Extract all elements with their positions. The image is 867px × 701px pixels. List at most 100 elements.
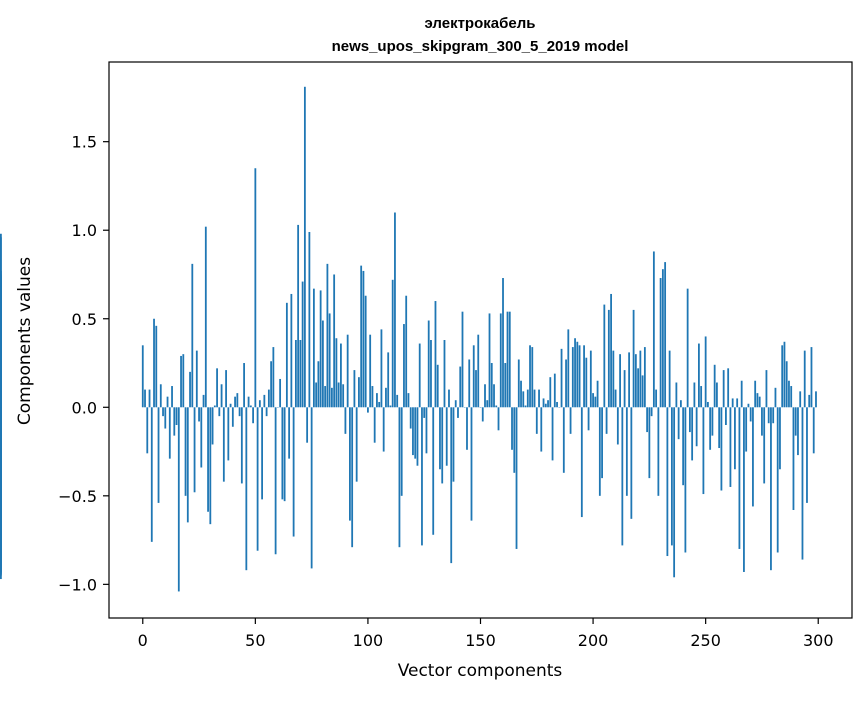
bar (743, 407, 745, 572)
bar (775, 388, 777, 407)
bar (786, 361, 788, 407)
bar (457, 407, 459, 418)
bar (545, 404, 547, 408)
bar (511, 407, 513, 450)
bar (403, 324, 405, 407)
bar (766, 370, 768, 407)
bar (279, 379, 281, 407)
bar (567, 329, 569, 407)
bar (162, 407, 164, 416)
bar (446, 407, 448, 465)
bar (160, 384, 162, 407)
bar (536, 407, 538, 434)
bar (171, 386, 173, 407)
bar (432, 407, 434, 534)
bar (797, 407, 799, 455)
bar (727, 368, 729, 407)
bar (813, 407, 815, 453)
bar (770, 407, 772, 570)
x-tick-label: 200 (578, 631, 609, 650)
bar (408, 393, 410, 407)
bar (396, 395, 398, 407)
bar (369, 335, 371, 408)
bar (351, 407, 353, 547)
bar (754, 381, 756, 408)
bar (363, 271, 365, 407)
bar (374, 407, 376, 442)
bar (579, 345, 581, 407)
bar (198, 407, 200, 421)
bar (653, 251, 655, 407)
bar (527, 390, 529, 408)
bar (383, 407, 385, 451)
bar (725, 407, 727, 425)
bar (266, 407, 268, 416)
y-tick-label: 1.0 (72, 221, 97, 240)
bar (290, 294, 292, 407)
bar (387, 352, 389, 407)
bar (689, 407, 691, 432)
bar (268, 390, 270, 408)
bar (518, 359, 520, 407)
bar (173, 407, 175, 435)
bar (534, 390, 536, 408)
y-tick-label: −0.5 (58, 487, 97, 506)
bar (529, 345, 531, 407)
bar (252, 407, 254, 423)
bar (263, 395, 265, 407)
bar (225, 370, 227, 407)
bar (781, 345, 783, 407)
bar (507, 312, 509, 408)
bar (345, 407, 347, 434)
bar (329, 313, 331, 407)
bar (489, 313, 491, 407)
bar (448, 390, 450, 408)
bar (802, 407, 804, 559)
bar (315, 383, 317, 408)
bar (642, 375, 644, 407)
bar (200, 407, 202, 467)
bar (525, 406, 527, 408)
bar (468, 359, 470, 407)
bar (707, 402, 709, 407)
bar (322, 321, 324, 408)
bar (178, 407, 180, 591)
bar (772, 407, 774, 423)
bar (306, 407, 308, 442)
bar (209, 407, 211, 524)
bar (547, 400, 549, 407)
bar (498, 407, 500, 430)
bar (347, 335, 349, 408)
bar (540, 407, 542, 451)
bar (212, 407, 214, 444)
bar (561, 349, 563, 407)
bar (612, 351, 614, 408)
bar (563, 407, 565, 473)
bar (356, 407, 358, 481)
bar (691, 407, 693, 460)
bar (675, 383, 677, 408)
bar (646, 407, 648, 432)
bar (284, 407, 286, 501)
bar (538, 390, 540, 408)
bar (660, 278, 662, 407)
bar (308, 232, 310, 407)
bar (617, 407, 619, 444)
bar (784, 342, 786, 408)
bar (599, 407, 601, 496)
bar (241, 407, 243, 483)
bar (281, 407, 283, 499)
bar (680, 400, 682, 407)
bar (272, 347, 274, 407)
bar (552, 407, 554, 460)
bar (153, 319, 155, 408)
y-tick-label: 0.5 (72, 310, 97, 329)
bar (428, 321, 430, 408)
bar (666, 407, 668, 556)
bar (232, 407, 234, 426)
bar (628, 352, 630, 407)
bar (444, 340, 446, 407)
bar (176, 407, 178, 425)
bar (360, 266, 362, 408)
bar (601, 407, 603, 478)
